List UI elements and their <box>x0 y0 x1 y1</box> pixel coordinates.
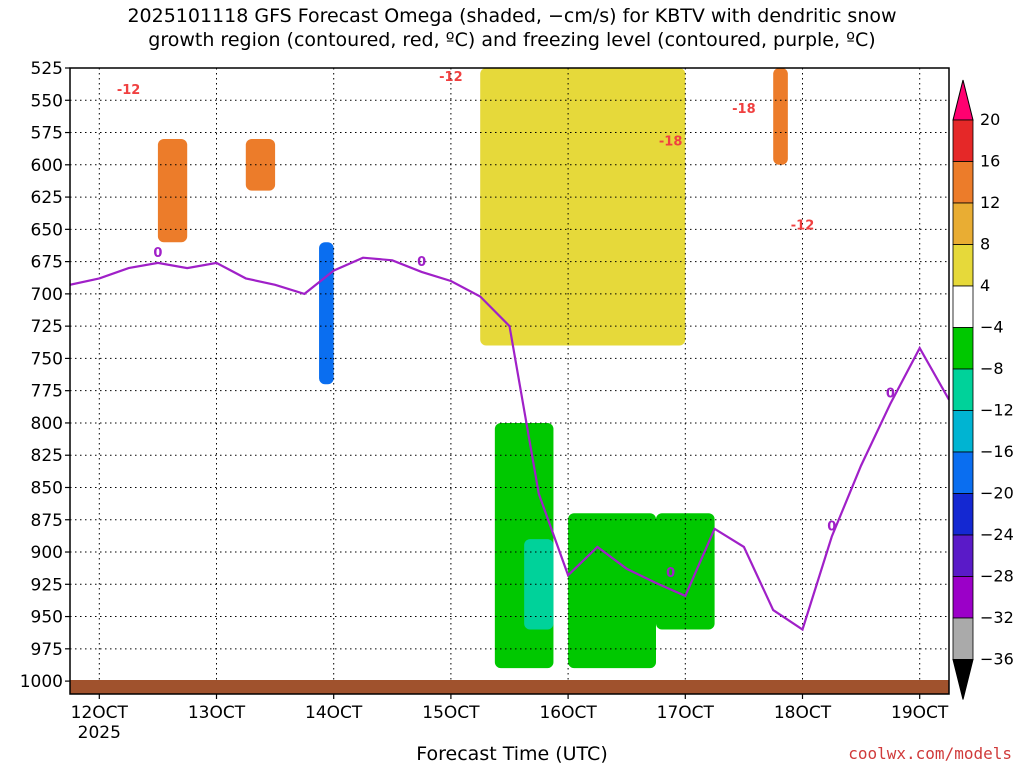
dendritic-label-4: -12 <box>791 218 815 233</box>
omega-region-1 <box>480 68 686 346</box>
colorbar-segment-2 <box>952 161 974 204</box>
y-tick-label-875: 875 <box>31 511 63 531</box>
colorbar-label-0: 20 <box>980 110 1000 129</box>
colorbar-label-1: 16 <box>980 152 1000 171</box>
y-tick-label-825: 825 <box>31 446 63 466</box>
colorbar-segment-1 <box>952 119 974 162</box>
y-axis: 525 550 575 600 625 650 675 700 725 750 775 800 825 8… <box>20 59 70 692</box>
y-tick-label-800: 800 <box>31 414 63 434</box>
colorbar-segment-10 <box>952 493 974 536</box>
colorbar-segment-7 <box>952 368 974 411</box>
freezing-level-label-1: 0 <box>417 255 426 270</box>
x-tick-label-19OCT: 19OCT <box>891 703 949 723</box>
x-tick-label-12OCT: 12OCT <box>71 703 129 723</box>
y-tick-label-850: 850 <box>31 478 63 498</box>
y-tick-label-950: 950 <box>31 608 63 628</box>
x-tick-label-16OCT: 16OCT <box>539 703 597 723</box>
colorbar-segment-11 <box>952 534 974 577</box>
freezing-level-label-0: 0 <box>153 246 162 261</box>
colorbar-label-6: −8 <box>980 359 1004 378</box>
colorbar-label-4: 4 <box>980 276 990 295</box>
x-tick-label-17OCT: 17OCT <box>657 703 715 723</box>
plot-frame <box>69 67 950 695</box>
omega-region-9 <box>656 513 715 630</box>
colorbar-label-2: 12 <box>980 193 1000 212</box>
chart-title: 2025101118 GFS Forecast Omega (shaded, −… <box>0 4 1024 52</box>
y-tick-label-975: 975 <box>31 640 63 660</box>
y-tick-label-775: 775 <box>31 382 63 402</box>
colorbar-segment-3 <box>952 202 974 245</box>
colorbar-segment-4 <box>952 244 974 287</box>
omega-region-7 <box>524 539 554 630</box>
dendritic-label-3: -18 <box>732 102 756 117</box>
y-tick-label-900: 900 <box>31 543 63 563</box>
colorbar-label-7: −12 <box>980 401 1014 420</box>
y-tick-label-700: 700 <box>31 285 63 305</box>
freezing-level-contour <box>70 256 949 632</box>
x-axis: 12OCT 13OCT 14OCT 15OCT 16OCT 17OCT 18OCT 19OCT… <box>71 694 949 743</box>
contours: 0 0 0 0 0 -12 -12 -18 -18 -12 <box>70 70 949 632</box>
dendritic-label-1: -12 <box>439 70 463 85</box>
x-axis-title: Forecast Time (UTC) <box>416 743 608 765</box>
freezing-level-label-4: 0 <box>886 387 895 402</box>
dendritic-label-0: -12 <box>117 83 141 98</box>
colorbar-label-3: 8 <box>980 235 990 254</box>
colorbar-bottom-arrow <box>952 659 974 700</box>
colorbar-label-8: −16 <box>980 442 1014 461</box>
y-tick-label-1000: 1000 <box>20 672 63 692</box>
colorbar-label-12: −32 <box>980 608 1014 627</box>
x-tick-label-13OCT: 13OCT <box>188 703 246 723</box>
y-tick-label-525: 525 <box>31 59 63 79</box>
colorbar-label-9: −20 <box>980 484 1014 503</box>
colorbar-segment-5 <box>952 285 974 328</box>
omega-region-8 <box>568 513 656 669</box>
terrain-ground <box>70 680 949 694</box>
x-tick-label-18OCT: 18OCT <box>774 703 832 723</box>
y-tick-label-925: 925 <box>31 575 63 595</box>
y-tick-label-650: 650 <box>31 220 63 240</box>
colorbar-label-5: −4 <box>980 318 1004 337</box>
x-tick-label-15OCT: 15OCT <box>422 703 480 723</box>
omega-region-5 <box>319 242 334 385</box>
colorbar-label-11: −28 <box>980 567 1014 586</box>
colorbar-segment-9 <box>952 451 974 494</box>
colorbar-segment-8 <box>952 410 974 453</box>
freezing-level-label-3: 0 <box>827 520 836 535</box>
credit-text: coolwx.com/models <box>848 744 1012 763</box>
y-tick-label-600: 600 <box>31 156 63 176</box>
y-tick-label-575: 575 <box>31 124 63 144</box>
dendritic-label-2: -18 <box>659 134 683 149</box>
y-tick-label-550: 550 <box>31 91 63 111</box>
freezing-level-label-2: 0 <box>666 566 675 581</box>
colorbar-label-10: −24 <box>980 525 1014 544</box>
y-tick-label-725: 725 <box>31 317 63 337</box>
colorbar-top-arrow <box>952 79 974 121</box>
x-tick-year-label: 2025 <box>78 723 121 743</box>
omega-region-2 <box>157 138 188 243</box>
y-tick-label-750: 750 <box>31 349 63 369</box>
chart-title-line-1: 2025101118 GFS Forecast Omega (shaded, −… <box>127 5 897 27</box>
colorbar-segment-13 <box>952 617 974 660</box>
x-tick-label-14OCT: 14OCT <box>305 703 363 723</box>
colorbar-segment-6 <box>952 327 974 370</box>
colorbar-label-13: −36 <box>980 650 1014 669</box>
omega-region-4 <box>773 68 788 165</box>
chart-title-line-2: growth region (contoured, red, ºC) and f… <box>148 29 876 51</box>
colorbar: 20 16 12 8 4 −4 −8 −12 −16 −20 −24 −28 −32 −36 <box>952 79 1014 700</box>
colorbar-segment-12 <box>952 576 974 619</box>
y-tick-label-625: 625 <box>31 188 63 208</box>
y-tick-label-675: 675 <box>31 253 63 273</box>
